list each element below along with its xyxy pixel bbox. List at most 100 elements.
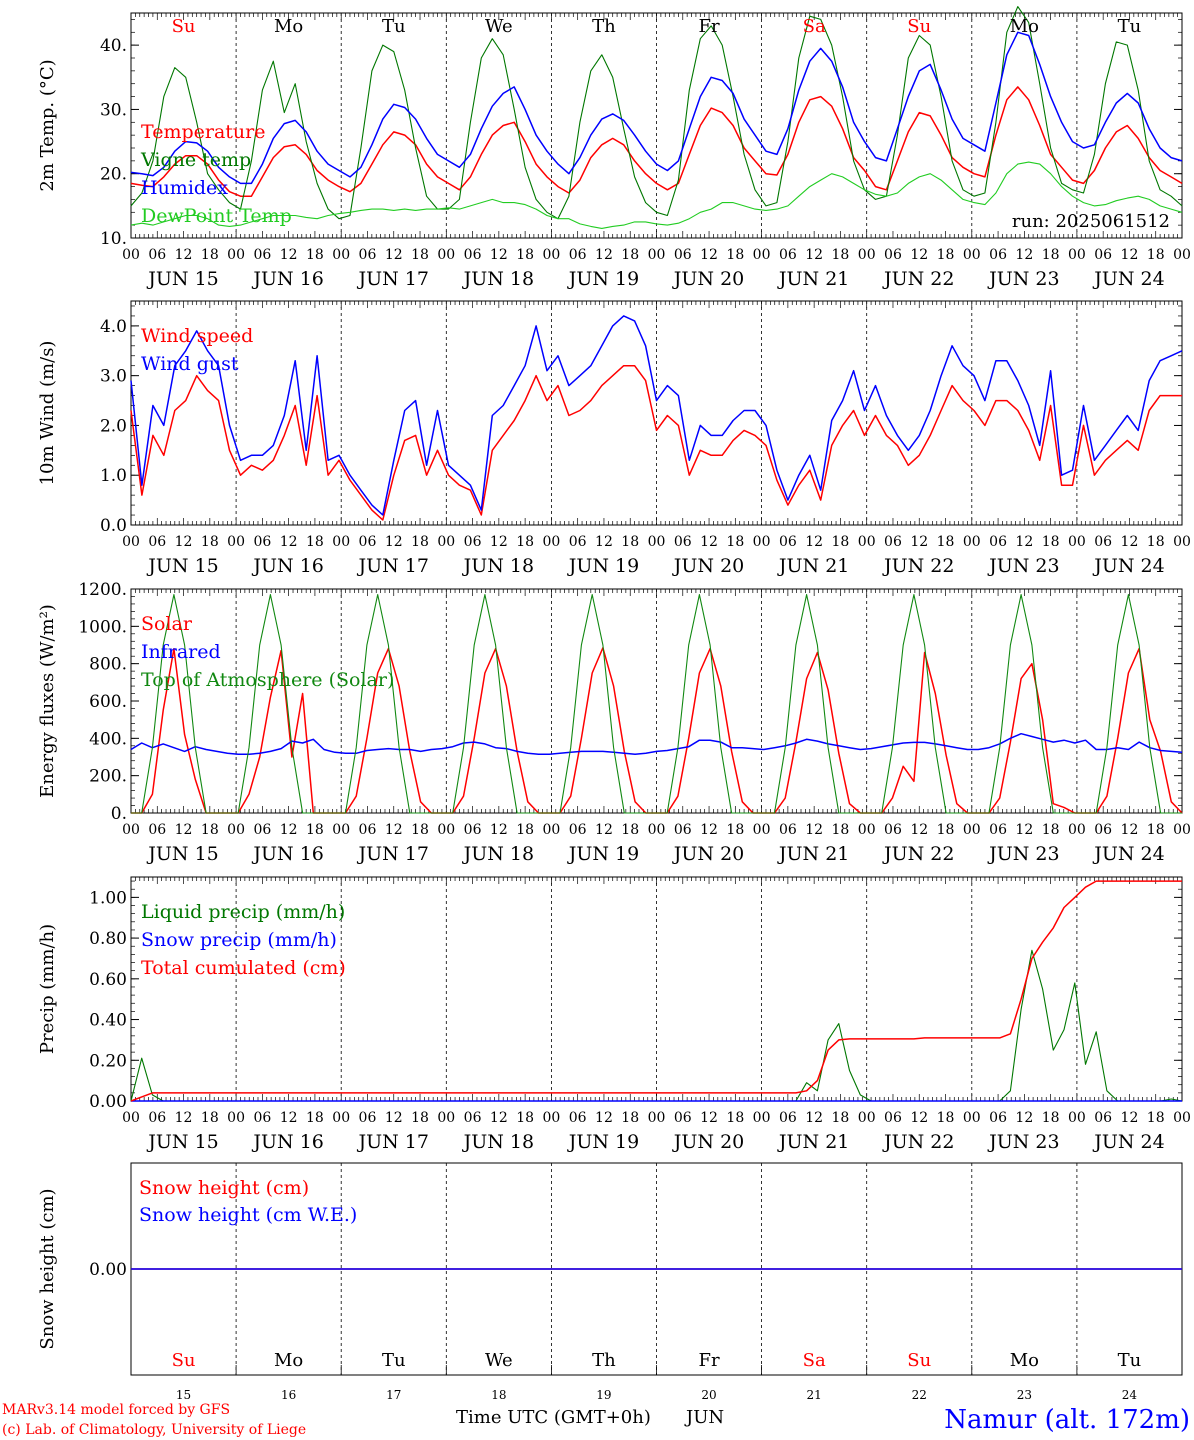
legend-entry: Snow height (cm)	[139, 1177, 309, 1199]
panel-3: 0. 200. 400. 600. 800. 1000. 1200. Energy fluxe…	[37, 580, 1191, 865]
model-credit: MARv3.14 model forced by GFS	[2, 1402, 230, 1418]
hour-label: 06	[1094, 822, 1112, 838]
y-tick-label: 20.	[100, 165, 127, 185]
day-number: 22	[912, 1388, 927, 1402]
hour-label: 06	[464, 822, 482, 838]
date-label: JUN 18	[462, 268, 534, 290]
hour-label: 00	[122, 1110, 140, 1126]
hour-label: 06	[1094, 247, 1112, 263]
hour-label: 06	[884, 1110, 902, 1126]
y-tick-label: 0.20	[89, 1051, 127, 1071]
day-name: Mo	[274, 16, 303, 37]
legend-entry: Humidex	[141, 177, 228, 199]
date-label: JUN 20	[672, 843, 744, 865]
hour-label: 00	[858, 247, 876, 263]
hour-label: 06	[253, 1110, 271, 1126]
legend-entry: Liquid precip (mm/h)	[141, 901, 345, 923]
hour-label: 12	[910, 247, 928, 263]
hour-label: 18	[1147, 1110, 1165, 1126]
hour-label: 12	[700, 1110, 718, 1126]
hour-label: 06	[569, 1110, 587, 1126]
hour-label: 00	[227, 534, 245, 550]
day-name: Su	[172, 1350, 196, 1371]
legend-entry: Snow height (cm W.E.)	[139, 1204, 357, 1226]
legend-entry: Infrared	[141, 641, 221, 663]
hour-label: 18	[1042, 534, 1060, 550]
date-label: JUN 19	[567, 1131, 639, 1153]
hour-label: 18	[937, 534, 955, 550]
y-tick-label: 40.	[100, 36, 127, 56]
date-label: JUN 18	[462, 843, 534, 865]
series-line-wind-gust	[130, 315, 1183, 516]
y-tick-label: 400.	[89, 729, 127, 749]
date-label: JUN 15	[146, 1131, 218, 1153]
hour-label: 06	[674, 247, 692, 263]
hour-label: 06	[884, 822, 902, 838]
hour-label: 12	[805, 247, 823, 263]
hour-label: 12	[385, 1110, 403, 1126]
plot-frame	[130, 588, 1183, 814]
hour-label: 18	[832, 822, 850, 838]
hour-label: 00	[648, 534, 666, 550]
hour-label: 00	[753, 822, 771, 838]
run-label: run: 2025061512	[1012, 211, 1170, 232]
hour-label: 06	[148, 822, 166, 838]
legend-entry: Vigne temp	[140, 149, 251, 171]
y-tick-label: 1200.	[78, 580, 127, 600]
hour-label: 00	[437, 247, 455, 263]
hour-label: 06	[989, 247, 1007, 263]
day-name: Su	[172, 16, 196, 37]
y-axis-title: 10m Wind (m/s)	[37, 341, 58, 486]
day-name: Sa	[803, 16, 826, 37]
hour-label: 00	[963, 247, 981, 263]
hour-label: 06	[464, 247, 482, 263]
hour-label: 06	[464, 534, 482, 550]
y-tick-label: 0.00	[89, 1092, 127, 1112]
panel-4: 0.00 0.20 0.40 0.60 0.80 1.00 Precip (mm/h) Liq…	[37, 876, 1191, 1153]
hour-label: 12	[910, 534, 928, 550]
hour-label: 00	[648, 822, 666, 838]
date-label: JUN 24	[1092, 268, 1164, 290]
hour-label: 18	[201, 822, 219, 838]
hour-label: 00	[1068, 247, 1086, 263]
hour-label: 00	[332, 822, 350, 838]
hour-label: 12	[385, 247, 403, 263]
hour-label: 18	[516, 1110, 534, 1126]
hour-label: 12	[910, 822, 928, 838]
series-line-total-cumulated-cm-	[130, 880, 1182, 1102]
hour-label: 00	[227, 247, 245, 263]
hour-label: 12	[1015, 247, 1033, 263]
hour-label: 12	[1015, 534, 1033, 550]
y-tick-label: 10.	[100, 229, 127, 249]
hour-label: 00	[332, 534, 350, 550]
hour-label: 12	[1121, 534, 1139, 550]
hour-label: 00	[753, 247, 771, 263]
hour-label: 06	[779, 247, 797, 263]
panel-2: 0.0 1.0 2.0 3.0 4.0 10m Wind (m/s) Wind speed W…	[37, 300, 1191, 577]
y-tick-label: 0.60	[89, 970, 127, 990]
hour-label: 18	[1042, 247, 1060, 263]
date-label: JUN 19	[567, 555, 639, 577]
y-tick-label: 0.40	[89, 1011, 127, 1031]
legend-entry: Temperature	[141, 121, 265, 143]
y-tick-label: 2.0	[100, 416, 127, 436]
hour-label: 06	[1094, 534, 1112, 550]
panel-1: 10. 20. 30. 40. 2m Temp. (°C) Temperature Vign…	[37, 6, 1191, 290]
hour-label: 18	[306, 534, 324, 550]
y-axis-title: Snow height (cm)	[37, 1188, 58, 1349]
hour-label: 00	[963, 534, 981, 550]
hour-label: 06	[884, 534, 902, 550]
hour-label: 12	[175, 534, 193, 550]
day-name: Su	[907, 16, 931, 37]
hour-label: 06	[569, 534, 587, 550]
hour-label: 18	[306, 822, 324, 838]
date-label: JUN 16	[251, 268, 323, 290]
series-line-top-of-atmosphere-solar-	[131, 594, 1182, 814]
hour-label: 00	[437, 534, 455, 550]
day-name: Mo	[1010, 16, 1039, 37]
hour-label: 12	[1121, 247, 1139, 263]
hour-label: 18	[1147, 534, 1165, 550]
hour-label: 18	[516, 534, 534, 550]
hour-label: 06	[253, 534, 271, 550]
date-label: JUN 24	[1092, 843, 1164, 865]
